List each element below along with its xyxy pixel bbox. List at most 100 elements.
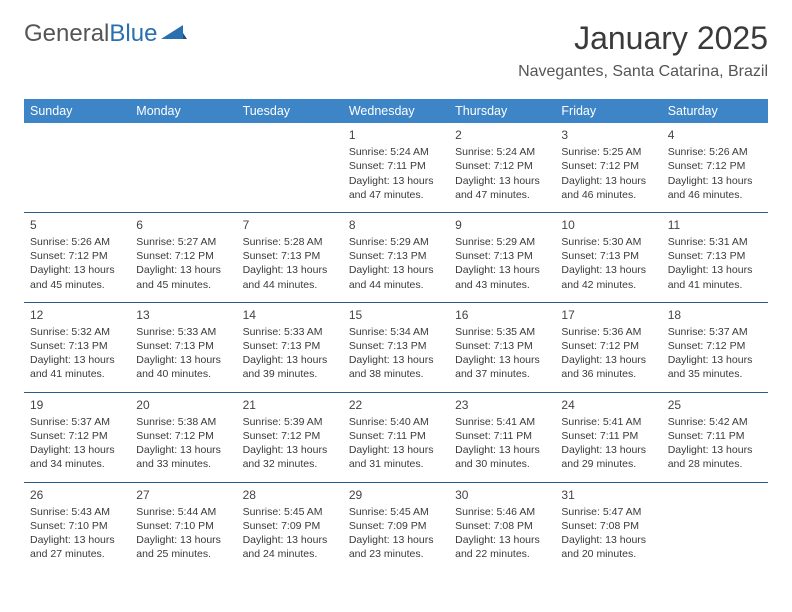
sunset-line: Sunset: 7:12 PM xyxy=(455,159,549,173)
daylight-line-1: Daylight: 13 hours xyxy=(136,353,230,367)
calendar-day-cell: 24Sunrise: 5:41 AMSunset: 7:11 PMDayligh… xyxy=(555,392,661,482)
sunrise-line: Sunrise: 5:43 AM xyxy=(30,505,124,519)
sunset-line: Sunset: 7:11 PM xyxy=(561,429,655,443)
calendar-day-cell: 2Sunrise: 5:24 AMSunset: 7:12 PMDaylight… xyxy=(449,123,555,212)
sunrise-line: Sunrise: 5:33 AM xyxy=(136,325,230,339)
daylight-line-1: Daylight: 13 hours xyxy=(455,353,549,367)
brand-name-a: General xyxy=(24,20,109,47)
daylight-line-1: Daylight: 13 hours xyxy=(30,353,124,367)
day-number: 20 xyxy=(136,397,230,413)
day-number: 16 xyxy=(455,307,549,323)
daylight-line-1: Daylight: 13 hours xyxy=(349,174,443,188)
daylight-line-2: and 47 minutes. xyxy=(349,188,443,202)
calendar-week-row: 12Sunrise: 5:32 AMSunset: 7:13 PMDayligh… xyxy=(24,302,768,392)
calendar-day-cell: 28Sunrise: 5:45 AMSunset: 7:09 PMDayligh… xyxy=(237,482,343,571)
calendar-empty-cell xyxy=(24,123,130,212)
brand-name-b: Blue xyxy=(109,20,157,47)
daylight-line-1: Daylight: 13 hours xyxy=(349,263,443,277)
daylight-line-1: Daylight: 13 hours xyxy=(30,443,124,457)
calendar-day-cell: 30Sunrise: 5:46 AMSunset: 7:08 PMDayligh… xyxy=(449,482,555,571)
brand-triangle-icon xyxy=(161,23,187,46)
daylight-line-2: and 39 minutes. xyxy=(243,367,337,381)
sunrise-line: Sunrise: 5:26 AM xyxy=(30,235,124,249)
daylight-line-2: and 38 minutes. xyxy=(349,367,443,381)
calendar-day-cell: 20Sunrise: 5:38 AMSunset: 7:12 PMDayligh… xyxy=(130,392,236,482)
calendar-day-cell: 17Sunrise: 5:36 AMSunset: 7:12 PMDayligh… xyxy=(555,302,661,392)
calendar-day-cell: 16Sunrise: 5:35 AMSunset: 7:13 PMDayligh… xyxy=(449,302,555,392)
day-number: 14 xyxy=(243,307,337,323)
sunrise-line: Sunrise: 5:34 AM xyxy=(349,325,443,339)
day-number: 18 xyxy=(668,307,762,323)
day-header: Thursday xyxy=(449,99,555,123)
day-number: 27 xyxy=(136,487,230,503)
calendar-day-cell: 7Sunrise: 5:28 AMSunset: 7:13 PMDaylight… xyxy=(237,212,343,302)
day-number: 9 xyxy=(455,217,549,233)
sunset-line: Sunset: 7:13 PM xyxy=(455,339,549,353)
sunrise-line: Sunrise: 5:28 AM xyxy=(243,235,337,249)
sunset-line: Sunset: 7:12 PM xyxy=(136,429,230,443)
sunrise-line: Sunrise: 5:32 AM xyxy=(30,325,124,339)
sunrise-line: Sunrise: 5:41 AM xyxy=(561,415,655,429)
daylight-line-2: and 46 minutes. xyxy=(668,188,762,202)
sunrise-line: Sunrise: 5:26 AM xyxy=(668,145,762,159)
sunset-line: Sunset: 7:12 PM xyxy=(30,249,124,263)
daylight-line-1: Daylight: 13 hours xyxy=(668,353,762,367)
calendar-empty-cell xyxy=(662,482,768,571)
sunset-line: Sunset: 7:13 PM xyxy=(136,339,230,353)
daylight-line-2: and 23 minutes. xyxy=(349,547,443,561)
daylight-line-1: Daylight: 13 hours xyxy=(455,533,549,547)
calendar-day-cell: 31Sunrise: 5:47 AMSunset: 7:08 PMDayligh… xyxy=(555,482,661,571)
daylight-line-1: Daylight: 13 hours xyxy=(243,443,337,457)
daylight-line-1: Daylight: 13 hours xyxy=(561,174,655,188)
day-number: 13 xyxy=(136,307,230,323)
sunrise-line: Sunrise: 5:37 AM xyxy=(30,415,124,429)
location-text: Navegantes, Santa Catarina, Brazil xyxy=(518,63,768,81)
daylight-line-2: and 33 minutes. xyxy=(136,457,230,471)
day-number: 6 xyxy=(136,217,230,233)
daylight-line-2: and 25 minutes. xyxy=(136,547,230,561)
sunset-line: Sunset: 7:10 PM xyxy=(136,519,230,533)
calendar-day-cell: 29Sunrise: 5:45 AMSunset: 7:09 PMDayligh… xyxy=(343,482,449,571)
daylight-line-2: and 35 minutes. xyxy=(668,367,762,381)
daylight-line-2: and 41 minutes. xyxy=(30,367,124,381)
daylight-line-2: and 44 minutes. xyxy=(243,278,337,292)
calendar-week-row: 1Sunrise: 5:24 AMSunset: 7:11 PMDaylight… xyxy=(24,123,768,212)
calendar-empty-cell xyxy=(130,123,236,212)
daylight-line-2: and 22 minutes. xyxy=(455,547,549,561)
sunset-line: Sunset: 7:12 PM xyxy=(668,339,762,353)
daylight-line-2: and 45 minutes. xyxy=(136,278,230,292)
day-number: 7 xyxy=(243,217,337,233)
sunset-line: Sunset: 7:10 PM xyxy=(30,519,124,533)
calendar-day-cell: 21Sunrise: 5:39 AMSunset: 7:12 PMDayligh… xyxy=(237,392,343,482)
daylight-line-2: and 32 minutes. xyxy=(243,457,337,471)
daylight-line-1: Daylight: 13 hours xyxy=(136,263,230,277)
daylight-line-2: and 34 minutes. xyxy=(30,457,124,471)
sunrise-line: Sunrise: 5:38 AM xyxy=(136,415,230,429)
daylight-line-1: Daylight: 13 hours xyxy=(455,174,549,188)
daylight-line-1: Daylight: 13 hours xyxy=(349,353,443,367)
daylight-line-1: Daylight: 13 hours xyxy=(668,443,762,457)
sunset-line: Sunset: 7:09 PM xyxy=(349,519,443,533)
sunrise-line: Sunrise: 5:29 AM xyxy=(455,235,549,249)
calendar-day-cell: 6Sunrise: 5:27 AMSunset: 7:12 PMDaylight… xyxy=(130,212,236,302)
daylight-line-2: and 30 minutes. xyxy=(455,457,549,471)
day-number: 19 xyxy=(30,397,124,413)
calendar-day-cell: 27Sunrise: 5:44 AMSunset: 7:10 PMDayligh… xyxy=(130,482,236,571)
calendar-day-cell: 18Sunrise: 5:37 AMSunset: 7:12 PMDayligh… xyxy=(662,302,768,392)
sunset-line: Sunset: 7:13 PM xyxy=(668,249,762,263)
day-number: 24 xyxy=(561,397,655,413)
calendar-day-cell: 1Sunrise: 5:24 AMSunset: 7:11 PMDaylight… xyxy=(343,123,449,212)
sunset-line: Sunset: 7:13 PM xyxy=(349,249,443,263)
day-number: 8 xyxy=(349,217,443,233)
sunrise-line: Sunrise: 5:29 AM xyxy=(349,235,443,249)
daylight-line-2: and 42 minutes. xyxy=(561,278,655,292)
day-number: 17 xyxy=(561,307,655,323)
sunset-line: Sunset: 7:13 PM xyxy=(243,339,337,353)
calendar-week-row: 26Sunrise: 5:43 AMSunset: 7:10 PMDayligh… xyxy=(24,482,768,571)
sunset-line: Sunset: 7:11 PM xyxy=(668,429,762,443)
day-number: 30 xyxy=(455,487,549,503)
calendar-day-cell: 9Sunrise: 5:29 AMSunset: 7:13 PMDaylight… xyxy=(449,212,555,302)
daylight-line-2: and 47 minutes. xyxy=(455,188,549,202)
calendar-empty-cell xyxy=(237,123,343,212)
sunrise-line: Sunrise: 5:47 AM xyxy=(561,505,655,519)
